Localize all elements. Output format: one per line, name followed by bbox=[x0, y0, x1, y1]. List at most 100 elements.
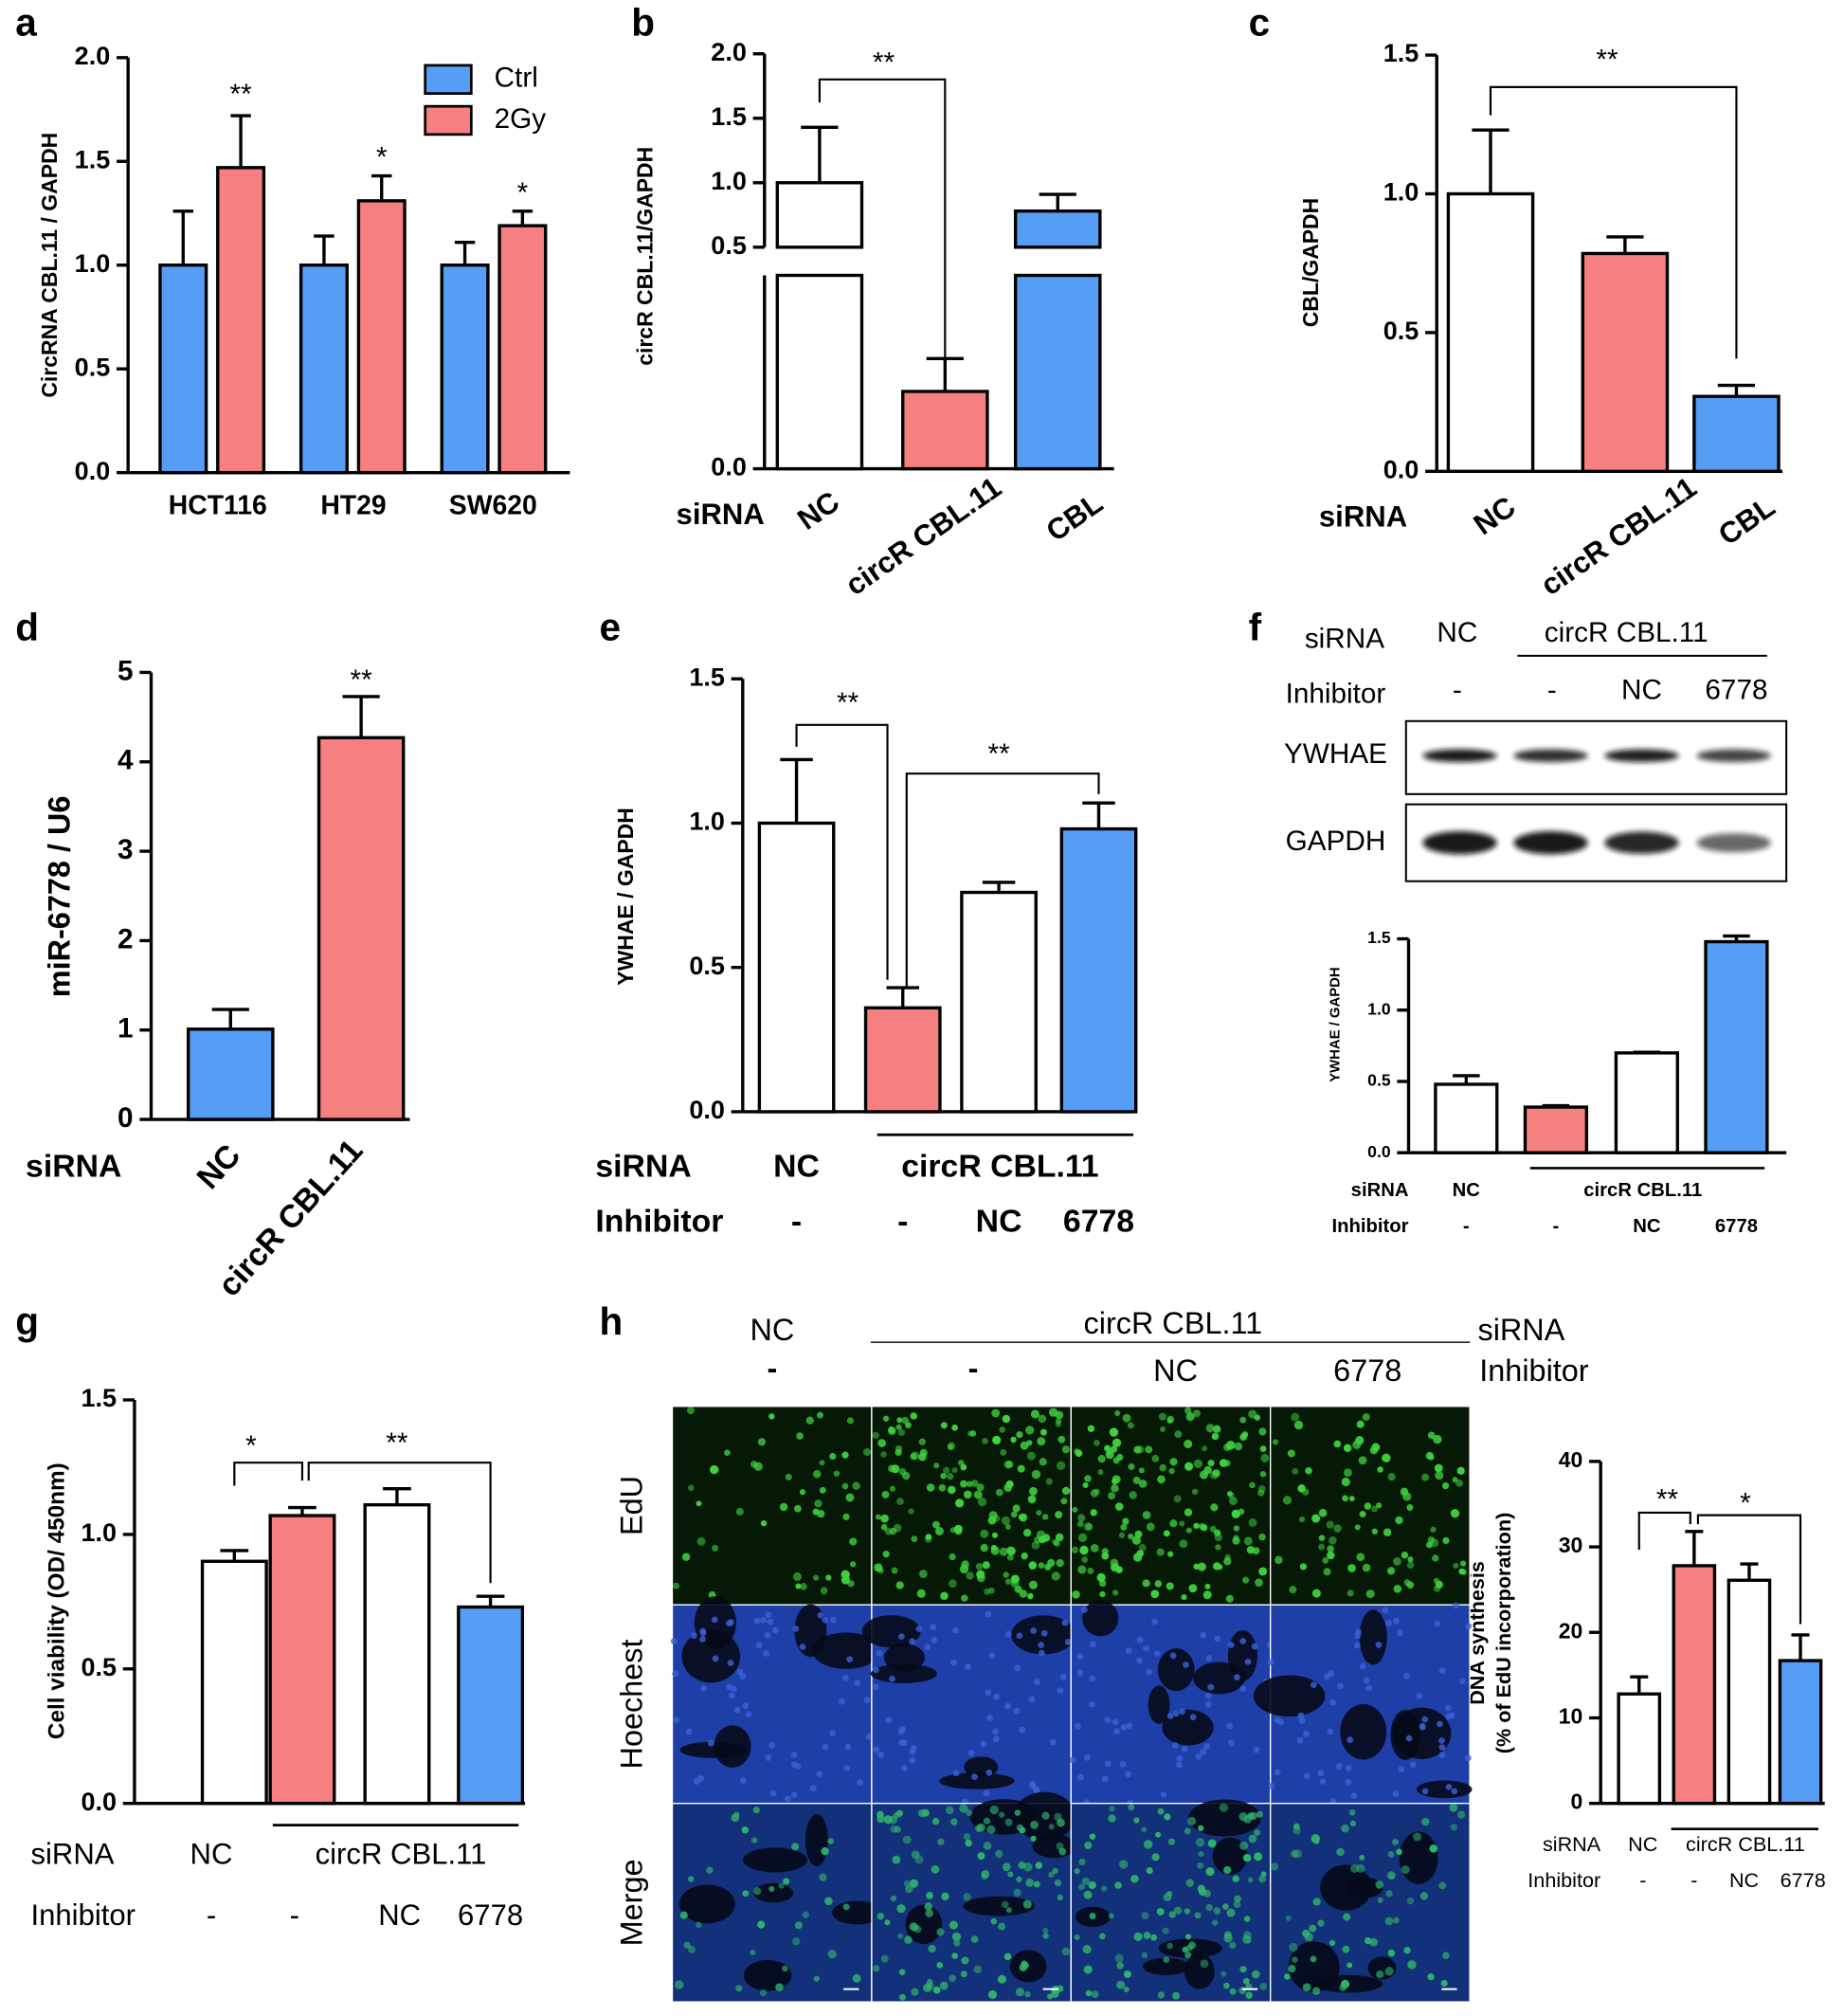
row-label: siRNA bbox=[1351, 1180, 1409, 1201]
edu-nucleus bbox=[1026, 1451, 1036, 1461]
y-tick-label: 0.0 bbox=[75, 457, 111, 485]
nucleus bbox=[1204, 1701, 1212, 1708]
nucleus bbox=[889, 1675, 895, 1682]
edu-nucleus bbox=[1105, 1450, 1114, 1460]
nucleus bbox=[909, 1757, 916, 1764]
edu-nucleus bbox=[897, 1933, 904, 1939]
nucleus bbox=[1104, 1760, 1112, 1768]
significance: ** bbox=[230, 79, 253, 110]
edu-nucleus bbox=[896, 1417, 903, 1424]
image-lane-label: NC bbox=[1153, 1353, 1198, 1388]
nucleus bbox=[983, 1789, 990, 1797]
edu-nucleus bbox=[846, 1417, 855, 1425]
y-tick-label: 1.0 bbox=[1367, 999, 1391, 1018]
edu-nucleus bbox=[1305, 1466, 1312, 1475]
edu-nucleus bbox=[880, 1451, 887, 1458]
edu-nucleus bbox=[1352, 1440, 1362, 1449]
nucleus bbox=[670, 1638, 678, 1645]
edu-nucleus bbox=[696, 1536, 706, 1546]
edu-nucleus bbox=[1033, 1880, 1040, 1888]
edu-nucleus bbox=[1298, 1516, 1306, 1523]
edu-nucleus bbox=[910, 1452, 917, 1461]
nucleus bbox=[1403, 1672, 1410, 1680]
edu-nucleus bbox=[1056, 1558, 1064, 1568]
edu-nucleus bbox=[1238, 1508, 1245, 1515]
edu-nucleus bbox=[752, 1887, 762, 1896]
edu-nucleus bbox=[1019, 1589, 1028, 1598]
edu-nucleus bbox=[1012, 1504, 1021, 1513]
group-label: NC bbox=[190, 1137, 247, 1196]
y-axis-label: CBL/GAPDH bbox=[1298, 198, 1323, 328]
edu-nucleus bbox=[1021, 1552, 1028, 1560]
edu-nucleus bbox=[1114, 1409, 1121, 1417]
edu-nucleus bbox=[963, 1833, 971, 1841]
cell-free-area bbox=[1340, 1703, 1387, 1760]
edu-nucleus bbox=[1169, 1458, 1178, 1466]
edu-nucleus bbox=[1089, 1833, 1096, 1841]
edu-nucleus bbox=[1083, 1965, 1093, 1974]
edu-nucleus bbox=[1039, 1458, 1047, 1466]
edu-nucleus bbox=[750, 1949, 756, 1956]
nucleus bbox=[1353, 1642, 1361, 1649]
edu-nucleus bbox=[820, 1587, 828, 1595]
error-bar bbox=[371, 173, 392, 201]
y-tick-label: 0 bbox=[1571, 1789, 1583, 1814]
edu-nucleus bbox=[1111, 1484, 1119, 1493]
edu-nucleus bbox=[1288, 1965, 1296, 1973]
edu-nucleus bbox=[1259, 1445, 1267, 1452]
edu-nucleus bbox=[1041, 1534, 1051, 1542]
edu-nucleus bbox=[1071, 1546, 1079, 1553]
y-tick-label: 1 bbox=[118, 1013, 134, 1044]
edu-nucleus bbox=[1006, 1546, 1015, 1554]
edu-nucleus bbox=[1041, 1811, 1050, 1820]
nucleus bbox=[700, 1684, 708, 1692]
edu-nucleus bbox=[1138, 1544, 1147, 1552]
edu-nucleus bbox=[849, 1561, 857, 1568]
error-bar bbox=[1791, 1633, 1810, 1662]
edu-nucleus bbox=[1348, 1808, 1356, 1816]
edu-nucleus bbox=[1293, 1420, 1304, 1430]
nucleus bbox=[1393, 1617, 1400, 1625]
nucleus bbox=[672, 1670, 679, 1678]
edu-nucleus bbox=[1258, 1533, 1266, 1541]
edu-nucleus bbox=[1104, 1444, 1112, 1452]
nucleus bbox=[1004, 1702, 1011, 1710]
edu-nucleus bbox=[926, 1483, 935, 1492]
edu-nucleus bbox=[842, 1513, 850, 1520]
nucleus bbox=[1327, 1728, 1334, 1735]
edu-nucleus bbox=[710, 1464, 719, 1475]
edu-nucleus bbox=[1329, 1535, 1337, 1545]
edu-nucleus bbox=[1058, 1435, 1066, 1444]
edu-nucleus bbox=[1110, 1445, 1118, 1453]
edu-nucleus bbox=[1343, 1913, 1351, 1921]
error-bar bbox=[1717, 383, 1756, 397]
group-label: 6778 bbox=[1715, 1216, 1758, 1237]
nucleus bbox=[1437, 1720, 1443, 1728]
edu-nucleus bbox=[974, 1825, 983, 1833]
edu-nucleus bbox=[1054, 1879, 1062, 1887]
nucleus bbox=[760, 1616, 767, 1624]
edu-nucleus bbox=[980, 1529, 989, 1538]
edu-nucleus bbox=[1082, 1481, 1089, 1489]
edu-nucleus bbox=[1116, 1980, 1126, 1989]
nucleus bbox=[1176, 1761, 1183, 1769]
edu-nucleus bbox=[1112, 1438, 1122, 1447]
edu-nucleus bbox=[908, 1508, 914, 1515]
edu-nucleus bbox=[940, 1422, 948, 1429]
y-tick-label: 4 bbox=[118, 745, 134, 776]
blot-band bbox=[1422, 831, 1497, 855]
edu-nucleus bbox=[1456, 1466, 1465, 1475]
edu-nucleus bbox=[1239, 1966, 1247, 1973]
nucleus bbox=[1298, 1716, 1306, 1724]
edu-nucleus bbox=[799, 1489, 806, 1496]
nucleus bbox=[1169, 1652, 1177, 1660]
edu-nucleus bbox=[1074, 1868, 1080, 1875]
edu-nucleus bbox=[961, 1594, 968, 1602]
cell-free-area bbox=[1188, 1799, 1261, 1837]
edu-nucleus bbox=[1211, 1432, 1220, 1441]
edu-nucleus bbox=[679, 1911, 688, 1919]
error-bar bbox=[780, 757, 813, 824]
edu-nucleus bbox=[991, 1532, 998, 1538]
edu-nucleus bbox=[951, 1932, 962, 1941]
nucleus bbox=[1195, 1753, 1202, 1760]
